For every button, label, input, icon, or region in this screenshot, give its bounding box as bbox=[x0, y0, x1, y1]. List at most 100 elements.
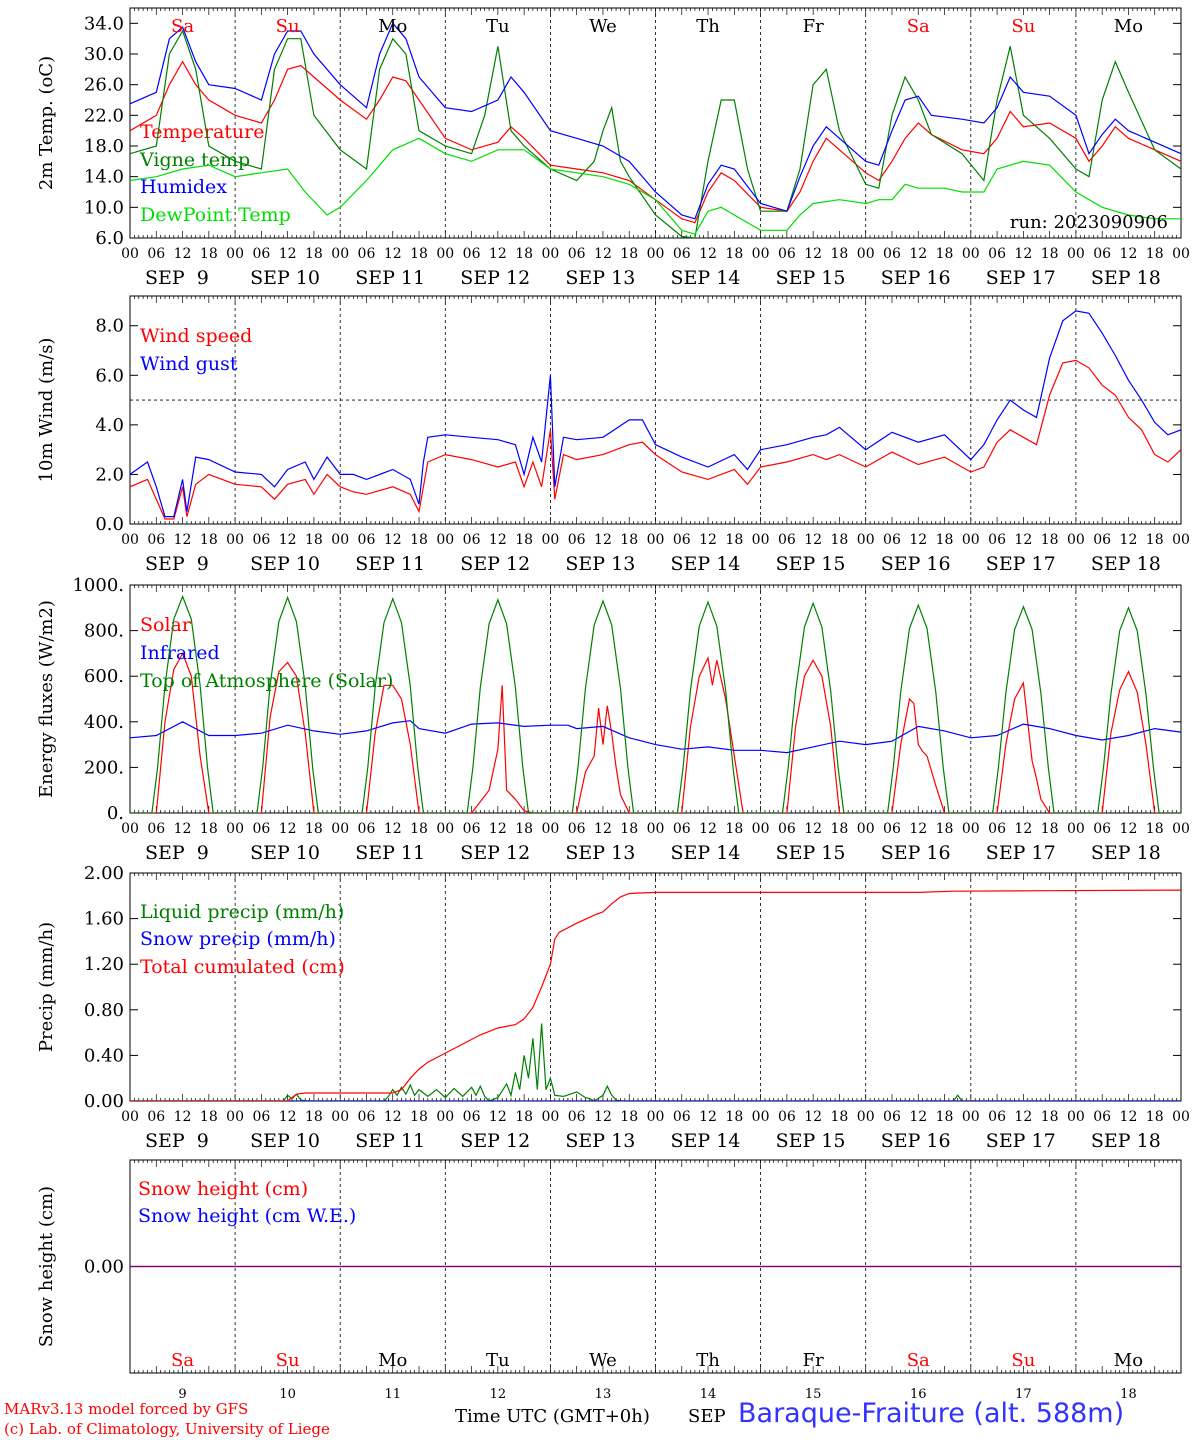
hour-tick-label: 18 bbox=[515, 246, 533, 262]
hour-tick-label: 18 bbox=[831, 532, 849, 548]
day-name-label: Su bbox=[1011, 1350, 1035, 1371]
day-name-label: Sa bbox=[171, 16, 194, 37]
hour-tick-label: 12 bbox=[384, 821, 402, 837]
hour-tick-label: 18 bbox=[410, 1109, 428, 1125]
hour-tick-label: 06 bbox=[778, 821, 796, 837]
hour-tick-label: 18 bbox=[200, 821, 218, 837]
y-axis-label: Precip (mm/h) bbox=[36, 922, 57, 1052]
y-tick-label: 0. bbox=[107, 803, 124, 824]
hour-tick-label: 12 bbox=[489, 532, 507, 548]
hour-tick-label: 00 bbox=[962, 532, 980, 548]
hour-tick-label: 12 bbox=[279, 1109, 297, 1125]
hour-tick-label: 00 bbox=[121, 821, 139, 837]
location-title: Baraque-Fraiture (alt. 588m) bbox=[738, 1398, 1125, 1429]
date-label: SEP 17 bbox=[986, 267, 1056, 289]
hour-tick-label: 12 bbox=[1014, 532, 1032, 548]
hour-tick-label: 00 bbox=[857, 1109, 875, 1125]
date-label: SEP 18 bbox=[1091, 267, 1161, 289]
date-label: SEP 13 bbox=[565, 553, 635, 575]
hour-tick-label: 06 bbox=[147, 246, 165, 262]
date-label: SEP 16 bbox=[881, 267, 951, 289]
date-label: SEP 10 bbox=[250, 1130, 320, 1152]
day-name-label: Fr bbox=[803, 1350, 824, 1371]
date-label: SEP 12 bbox=[460, 553, 530, 575]
y-tick-label: 6.0 bbox=[95, 365, 124, 386]
hour-tick-label: 00 bbox=[647, 246, 665, 262]
panel-3: 0. 200. 400. 600. 800. 1000. Energy fluxes (W/… bbox=[36, 575, 1190, 864]
date-label: SEP 14 bbox=[671, 1130, 741, 1152]
hour-tick-label: 06 bbox=[358, 821, 376, 837]
hour-tick-label: 00 bbox=[331, 821, 349, 837]
day-number-label: 12 bbox=[490, 1387, 507, 1402]
hour-tick-label: 12 bbox=[1120, 246, 1138, 262]
hour-tick-label: 00 bbox=[331, 532, 349, 548]
legend-entry: Wind speed bbox=[140, 325, 252, 347]
hour-tick-label: 06 bbox=[463, 1109, 481, 1125]
hour-tick-label: 00 bbox=[1067, 821, 1085, 837]
hour-tick-label: 12 bbox=[489, 821, 507, 837]
hour-tick-label: 12 bbox=[174, 246, 192, 262]
day-name-label: Th bbox=[696, 16, 720, 37]
hour-tick-label: 12 bbox=[594, 821, 612, 837]
hour-tick-label: 00 bbox=[857, 246, 875, 262]
hour-tick-label: 12 bbox=[909, 821, 927, 837]
hour-tick-label: 18 bbox=[200, 532, 218, 548]
hour-tick-label: 18 bbox=[936, 246, 954, 262]
y-tick-label: 34.0 bbox=[84, 13, 124, 34]
hour-tick-label: 18 bbox=[200, 246, 218, 262]
hour-tick-label: 18 bbox=[1146, 532, 1164, 548]
hour-tick-label: 06 bbox=[252, 532, 270, 548]
date-label: SEP 15 bbox=[776, 842, 846, 864]
hour-tick-label: 12 bbox=[384, 246, 402, 262]
hour-tick-label: 18 bbox=[1041, 246, 1059, 262]
hour-tick-label: 06 bbox=[883, 821, 901, 837]
hour-tick-label: 06 bbox=[1093, 246, 1111, 262]
hour-tick-label: 18 bbox=[515, 532, 533, 548]
hour-tick-label: 00 bbox=[647, 821, 665, 837]
date-label: SEP 11 bbox=[355, 1130, 425, 1152]
legend-entry: Solar bbox=[140, 614, 192, 636]
hour-tick-label: 12 bbox=[699, 532, 717, 548]
hour-tick-label: 00 bbox=[541, 1109, 559, 1125]
date-label: SEP 9 bbox=[145, 1130, 209, 1152]
y-tick-label: 2.0 bbox=[95, 464, 124, 485]
day-number-label: 15 bbox=[805, 1387, 822, 1402]
date-label: SEP 17 bbox=[986, 842, 1056, 864]
hour-tick-label: 00 bbox=[1067, 532, 1085, 548]
y-axis-label: 2m Temp. (oC) bbox=[36, 56, 57, 190]
hour-tick-label: 18 bbox=[1041, 1109, 1059, 1125]
hour-tick-label: 12 bbox=[594, 532, 612, 548]
series-line bbox=[130, 29, 1181, 238]
hour-tick-label: 18 bbox=[1146, 821, 1164, 837]
hour-tick-label: 06 bbox=[252, 821, 270, 837]
hour-tick-label: 12 bbox=[804, 532, 822, 548]
hour-tick-label: 18 bbox=[305, 1109, 323, 1125]
day-number-label: 17 bbox=[1015, 1387, 1032, 1402]
series-line bbox=[130, 137, 1181, 235]
y-tick-label: 10.0 bbox=[84, 197, 124, 218]
hour-tick-label: 00 bbox=[121, 532, 139, 548]
run-label: run: 2023090906 bbox=[1010, 212, 1168, 233]
y-tick-label: 600. bbox=[84, 666, 124, 687]
hour-tick-label: 18 bbox=[831, 821, 849, 837]
y-tick-label: 30.0 bbox=[84, 44, 124, 65]
day-name-label: Tu bbox=[486, 1350, 510, 1371]
legend-entry: Humidex bbox=[140, 176, 227, 198]
hour-tick-label: 12 bbox=[699, 821, 717, 837]
date-label: SEP 13 bbox=[565, 1130, 635, 1152]
series-line bbox=[130, 22, 1181, 220]
hour-tick-label: 00 bbox=[752, 1109, 770, 1125]
hour-tick-label: 18 bbox=[515, 1109, 533, 1125]
hour-tick-label: 12 bbox=[1014, 1109, 1032, 1125]
hour-tick-label: 00 bbox=[1172, 1109, 1190, 1125]
hour-tick-label: 06 bbox=[988, 821, 1006, 837]
hour-tick-label: 06 bbox=[568, 821, 586, 837]
y-tick-label: 800. bbox=[84, 621, 124, 642]
hour-tick-label: 06 bbox=[1093, 532, 1111, 548]
hour-tick-label: 00 bbox=[752, 821, 770, 837]
hour-tick-label: 06 bbox=[463, 532, 481, 548]
y-tick-label: 0.40 bbox=[84, 1045, 124, 1066]
hour-tick-label: 06 bbox=[778, 532, 796, 548]
date-label: SEP 13 bbox=[565, 842, 635, 864]
day-number-label: 16 bbox=[910, 1387, 927, 1402]
